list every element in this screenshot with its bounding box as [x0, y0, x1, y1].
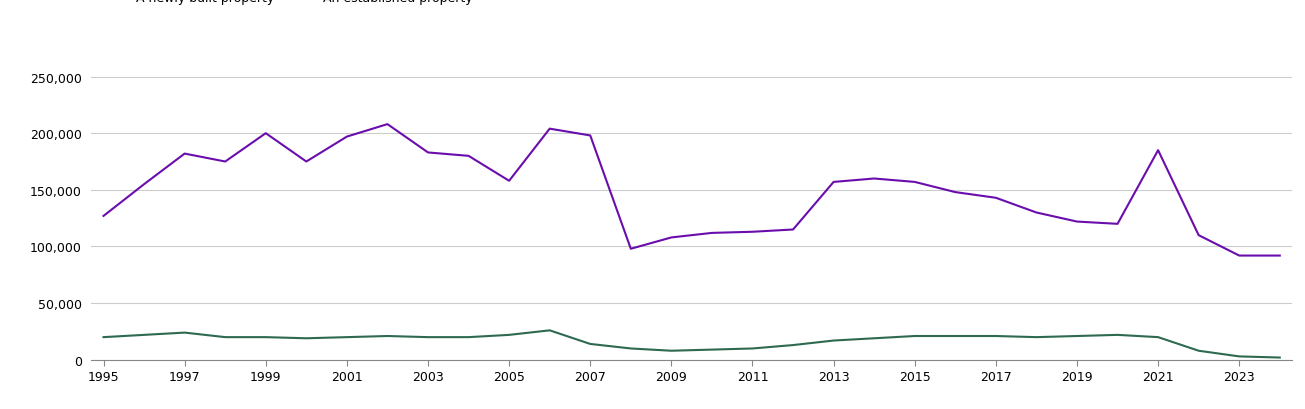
A newly built property [339, 335, 355, 340]
An established property [218, 160, 234, 164]
An established property [1109, 222, 1125, 227]
A newly built property [1191, 348, 1207, 353]
A newly built property [420, 335, 436, 340]
Line: A newly built property: A newly built property [103, 330, 1280, 357]
A newly built property [826, 338, 842, 343]
An established property [136, 182, 151, 187]
A newly built property [299, 336, 315, 341]
A newly built property [988, 334, 1004, 339]
A newly built property [582, 342, 598, 346]
Line: An established property: An established property [103, 125, 1280, 256]
An established property [1191, 233, 1207, 238]
An established property [867, 177, 882, 182]
An established property [907, 180, 923, 185]
An established property [339, 135, 355, 140]
A newly built property [947, 334, 963, 339]
A newly built property [867, 336, 882, 341]
A newly built property [258, 335, 274, 340]
A newly built property [1272, 355, 1288, 360]
An established property [1028, 211, 1044, 216]
A newly built property [1232, 354, 1248, 359]
An established property [582, 134, 598, 139]
An established property [705, 231, 720, 236]
A newly built property [380, 334, 395, 339]
An established property [1150, 148, 1165, 153]
An established property [95, 214, 111, 219]
A newly built property [663, 348, 679, 353]
An established property [663, 236, 679, 240]
An established property [380, 122, 395, 127]
An established property [501, 179, 517, 184]
A newly built property [705, 347, 720, 352]
A newly built property [542, 328, 557, 333]
A newly built property [95, 335, 111, 340]
A newly built property [1150, 335, 1165, 340]
An established property [1272, 254, 1288, 258]
A newly built property [745, 346, 761, 351]
A newly built property [136, 333, 151, 337]
An established property [299, 160, 315, 164]
An established property [1069, 220, 1084, 225]
An established property [258, 131, 274, 136]
An established property [826, 180, 842, 185]
A newly built property [461, 335, 476, 340]
An established property [542, 127, 557, 132]
An established property [420, 151, 436, 155]
A newly built property [907, 334, 923, 339]
An established property [988, 196, 1004, 201]
A newly built property [622, 346, 638, 351]
An established property [786, 227, 801, 232]
A newly built property [1109, 333, 1125, 337]
An established property [1232, 254, 1248, 258]
A newly built property [786, 343, 801, 348]
An established property [947, 190, 963, 195]
An established property [176, 152, 192, 157]
An established property [622, 247, 638, 252]
A newly built property [1028, 335, 1044, 340]
A newly built property [1069, 334, 1084, 339]
Legend: A newly built property, An established property: A newly built property, An established p… [98, 0, 478, 10]
A newly built property [501, 333, 517, 337]
An established property [461, 154, 476, 159]
An established property [745, 230, 761, 235]
A newly built property [176, 330, 192, 335]
A newly built property [218, 335, 234, 340]
